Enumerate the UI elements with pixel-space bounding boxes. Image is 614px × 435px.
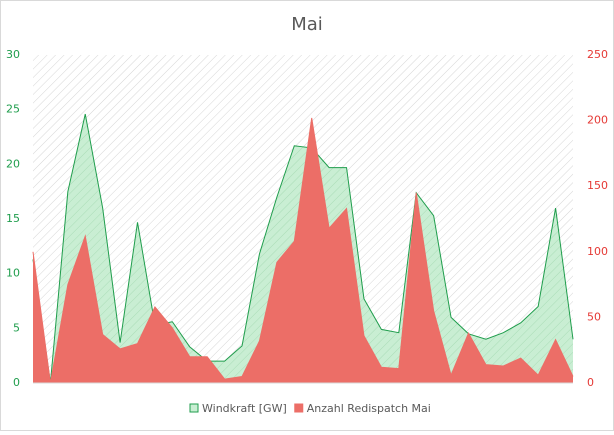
- line: [32, 117, 574, 384]
- legend-label: Windkraft [GW]: [202, 402, 287, 415]
- area: [33, 117, 573, 383]
- line: [32, 113, 574, 384]
- y-tick-label: 5: [13, 321, 20, 334]
- y2-tick-label: 250: [587, 48, 608, 61]
- y-tick-label: 15: [6, 212, 20, 225]
- legend-swatch: [294, 403, 304, 413]
- y-tick-label: 30: [6, 48, 20, 61]
- y-tick-label: 0: [13, 376, 20, 389]
- y2-tick-label: 150: [587, 179, 608, 192]
- y2-tick-label: 100: [587, 245, 608, 258]
- legend-label: Anzahl Redispatch Mai: [307, 402, 431, 415]
- y-tick-label: 25: [6, 103, 20, 116]
- y-tick-label: 10: [6, 267, 20, 280]
- chart-title: Mai: [291, 14, 323, 35]
- y2-tick-label: 50: [587, 310, 601, 323]
- legend-swatch: [189, 403, 199, 413]
- y2-tick-label: 200: [587, 114, 608, 127]
- y2-tick-label: 0: [587, 376, 594, 389]
- series: [32, 117, 574, 384]
- y-tick-label: 20: [6, 157, 20, 170]
